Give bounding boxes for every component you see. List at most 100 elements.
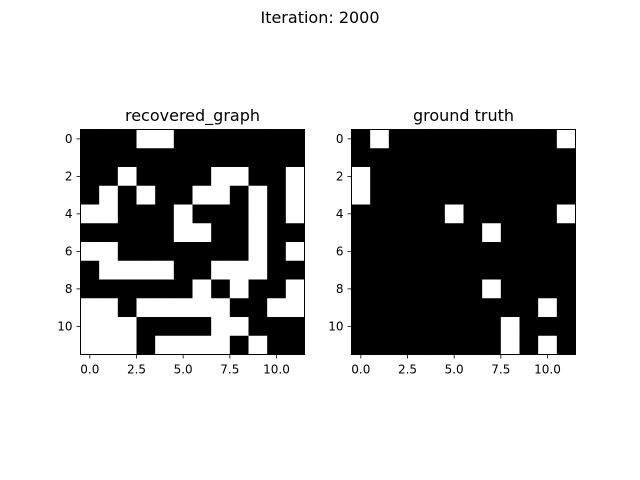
heatmap-cell — [173, 335, 193, 355]
heatmap-cell — [248, 148, 268, 168]
heatmap-cell — [117, 129, 137, 149]
heatmap-cell — [426, 167, 446, 187]
heatmap-cell — [519, 317, 539, 337]
heatmap-cell — [192, 298, 212, 318]
heatmap-cell — [136, 129, 156, 149]
heatmap-cell — [556, 317, 576, 337]
heatmap-cell — [155, 317, 175, 337]
heatmap-cell — [80, 204, 100, 224]
heatmap-cell — [463, 223, 483, 243]
heatmap-cell — [173, 167, 193, 187]
heatmap-cell — [211, 148, 231, 168]
heatmap-cell — [155, 204, 175, 224]
heatmap-cell — [388, 167, 408, 187]
heatmap-cell — [173, 279, 193, 299]
heatmap-cell — [248, 129, 268, 149]
heatmap-cell — [99, 279, 119, 299]
heatmap-cell — [229, 242, 249, 262]
heatmap-cell — [500, 335, 520, 355]
heatmap-cell — [136, 167, 156, 187]
heatmap-cell — [248, 317, 268, 337]
heatmap-cell — [500, 260, 520, 280]
heatmap-cell — [482, 167, 502, 187]
heatmap-cell — [556, 129, 576, 149]
heatmap-cell — [267, 129, 287, 149]
heatmap-cell — [229, 298, 249, 318]
heatmap-cell — [519, 335, 539, 355]
heatmap-cell — [388, 242, 408, 262]
heatmap-cell — [248, 260, 268, 280]
heatmap-cell — [426, 242, 446, 262]
heatmap-cell — [80, 185, 100, 205]
heatmap-cell — [285, 167, 305, 187]
axes-frame — [80, 129, 305, 355]
heatmap-cell — [519, 279, 539, 299]
heatmap-cell — [80, 317, 100, 337]
heatmap-cell — [388, 204, 408, 224]
heatmap-cell — [173, 129, 193, 149]
heatmap-cell — [519, 129, 539, 149]
heatmap-cell — [500, 242, 520, 262]
y-tick-label: 10 — [328, 319, 343, 333]
heatmap-cell — [500, 185, 520, 205]
heatmap-cell — [351, 185, 371, 205]
heatmap-cell — [211, 260, 231, 280]
heatmap-cell — [229, 335, 249, 355]
heatmap-cell — [285, 185, 305, 205]
heatmap-cell — [155, 148, 175, 168]
heatmap-cell — [285, 242, 305, 262]
heatmap-cell — [285, 204, 305, 224]
heatmap-cell — [211, 223, 231, 243]
heatmap-cell — [407, 335, 427, 355]
heatmap-cell — [80, 279, 100, 299]
heatmap-cell — [248, 242, 268, 262]
heatmap-cell — [370, 223, 390, 243]
heatmap-cell — [99, 167, 119, 187]
heatmap-cell — [117, 242, 137, 262]
heatmap-cell — [500, 279, 520, 299]
heatmap-cell — [211, 298, 231, 318]
heatmap-cell — [500, 148, 520, 168]
x-axis: 0.0 2.5 5.0 7.5 10.0 — [80, 354, 290, 377]
x-tick-label: 10.0 — [534, 363, 561, 377]
heatmap-cell — [463, 260, 483, 280]
heatmap-cell — [482, 317, 502, 337]
heatmap-cell — [482, 204, 502, 224]
heatmap-cell — [407, 129, 427, 149]
heatmap-cell — [388, 185, 408, 205]
heatmap-cell — [192, 279, 212, 299]
heatmap-cell — [99, 298, 119, 318]
heatmap-cell — [173, 242, 193, 262]
heatmap-cell — [267, 335, 287, 355]
heatmap-cell — [117, 335, 137, 355]
heatmap-cell — [556, 279, 576, 299]
x-tick-label: 7.5 — [220, 363, 239, 377]
heatmap-cell — [192, 260, 212, 280]
heatmap-cell — [80, 129, 100, 149]
x-tick-label: 5.0 — [445, 363, 464, 377]
heatmap-cell — [426, 204, 446, 224]
heatmap-cell — [155, 335, 175, 355]
heatmap-cell — [500, 223, 520, 243]
heatmap-cell — [155, 185, 175, 205]
heatmap-cell — [99, 148, 119, 168]
heatmap-cell — [370, 298, 390, 318]
heatmap-cell — [426, 148, 446, 168]
heatmap-cell — [155, 298, 175, 318]
heatmap-cell — [80, 223, 100, 243]
heatmap-cell — [370, 317, 390, 337]
figure-suptitle: Iteration: 2000 — [260, 8, 379, 27]
heatmap-cell — [519, 185, 539, 205]
heatmap-cell — [519, 167, 539, 187]
heatmap-cell — [99, 185, 119, 205]
heatmap-cells — [80, 129, 305, 355]
heatmap-cell — [426, 317, 446, 337]
heatmap-cell — [229, 148, 249, 168]
heatmap-cell — [370, 242, 390, 262]
heatmap-cell — [248, 185, 268, 205]
heatmap-cell — [482, 185, 502, 205]
heatmap-cell — [136, 279, 156, 299]
x-tick-label: 5.0 — [174, 363, 193, 377]
heatmap-cell — [99, 223, 119, 243]
